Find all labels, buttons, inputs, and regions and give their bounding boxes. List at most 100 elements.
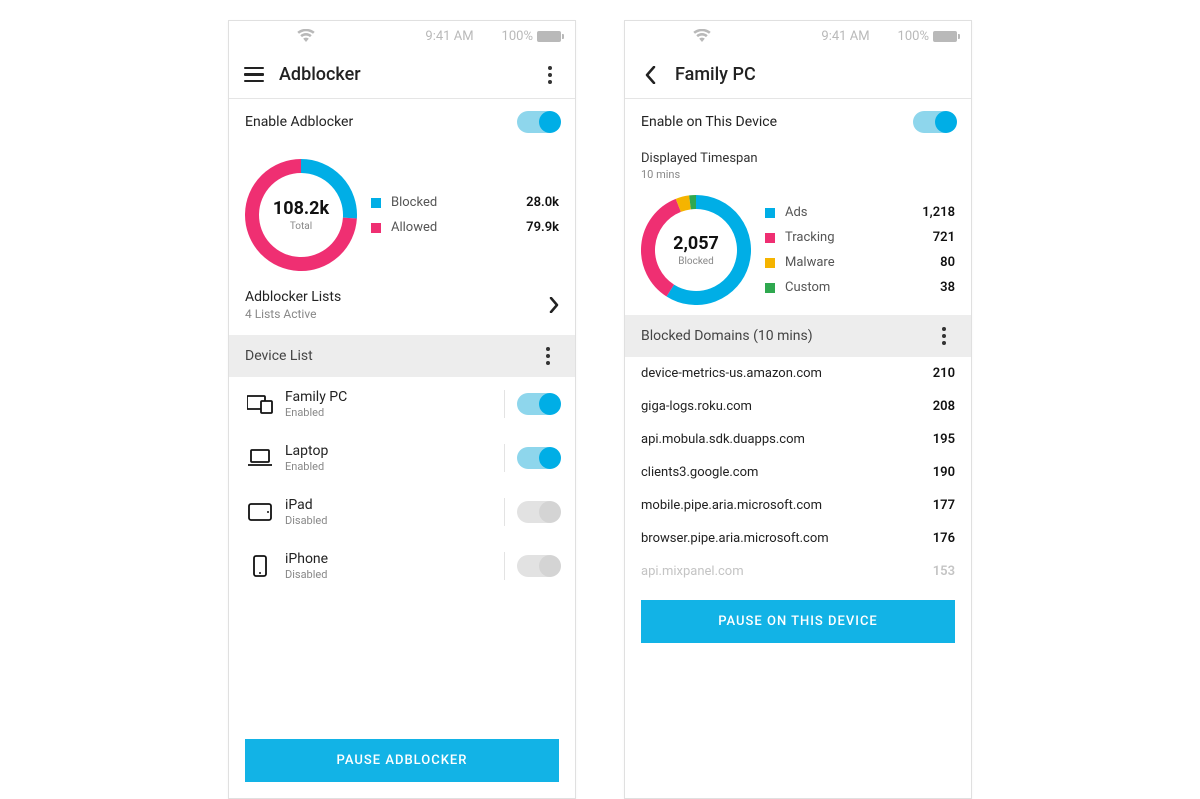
domain-name: api.mobula.sdk.duapps.com [641, 432, 933, 447]
device-toggle[interactable] [517, 447, 559, 469]
wifi-icon [693, 29, 711, 43]
device-status: Enabled [285, 406, 504, 419]
donut-legend: Blocked28.0kAllowed79.9k [371, 195, 559, 235]
blocked-domains-header: Blocked Domains (10 mins) [625, 315, 971, 357]
laptop-icon [245, 449, 275, 467]
legend-item: Malware80 [765, 255, 955, 270]
legend-value: 1,218 [922, 205, 955, 220]
domain-row[interactable]: mobile.pipe.aria.microsoft.com177 [625, 489, 971, 522]
app-bar: Adblocker [229, 51, 575, 99]
device-list-overflow-icon[interactable] [537, 345, 559, 367]
domain-count: 176 [933, 531, 955, 546]
device-row[interactable]: Family PCEnabled [229, 377, 575, 431]
device-toggle[interactable] [517, 393, 559, 415]
device-row[interactable]: iPadDisabled [229, 485, 575, 539]
status-time: 9:41 AM [425, 29, 473, 44]
phone-icon [245, 555, 275, 577]
device-name: iPhone [285, 551, 504, 567]
device-name: Laptop [285, 443, 504, 459]
blocked-domains-title: Blocked Domains (10 mins) [641, 328, 933, 344]
device-toggle[interactable] [517, 501, 559, 523]
domain-name: clients3.google.com [641, 465, 933, 480]
domain-count: 153 [933, 564, 955, 579]
domain-count: 177 [933, 498, 955, 513]
menu-icon[interactable] [243, 64, 265, 86]
page-title: Adblocker [279, 64, 539, 85]
legend-value: 28.0k [526, 195, 559, 210]
enable-adblocker-label: Enable Adblocker [245, 114, 517, 130]
page-title: Family PC [675, 64, 957, 85]
donut-blocked-value: 2,057 [673, 233, 719, 254]
enable-device-label: Enable on This Device [641, 114, 913, 130]
battery-indicator: 100% [898, 29, 957, 44]
domain-row[interactable]: giga-logs.roku.com208 [625, 390, 971, 423]
domain-count: 210 [933, 366, 955, 381]
domain-row[interactable]: api.mobula.sdk.duapps.com195 [625, 423, 971, 456]
legend-label: Allowed [391, 220, 526, 235]
lists-subtitle: 4 Lists Active [245, 307, 549, 321]
donut-blocked-label: Blocked [678, 256, 714, 267]
domain-name: device-metrics-us.amazon.com [641, 366, 933, 381]
pause-adblocker-button[interactable]: PAUSE ADBLOCKER [245, 739, 559, 782]
legend-label: Tracking [785, 230, 933, 245]
phone-adblocker-main: 9:41 AM 100% Adblocker Enable Adblocker … [228, 20, 576, 799]
timespan-label: Displayed Timespan [641, 151, 955, 166]
overflow-menu-icon[interactable] [539, 64, 561, 86]
donut-legend: Ads1,218Tracking721Malware80Custom38 [765, 205, 955, 295]
legend-item: Tracking721 [765, 230, 955, 245]
donut-total: 108.2k Total [245, 159, 357, 271]
domain-row[interactable]: device-metrics-us.amazon.com210 [625, 357, 971, 390]
legend-item: Allowed79.9k [371, 220, 559, 235]
chevron-right-icon [549, 297, 559, 313]
device-name: iPad [285, 497, 504, 513]
domain-row[interactable]: browser.pipe.aria.microsoft.com176 [625, 522, 971, 555]
domains-overflow-icon[interactable] [933, 325, 955, 347]
device-list: Family PCEnabledLaptopEnablediPadDisable… [229, 377, 575, 593]
phone-device-detail: 9:41 AM 100% Family PC Enable on This De… [624, 20, 972, 799]
enable-adblocker-toggle[interactable] [517, 111, 559, 133]
domain-row[interactable]: api.mixpanel.com153 [625, 555, 971, 588]
app-bar: Family PC [625, 51, 971, 99]
back-icon[interactable] [639, 64, 661, 86]
legend-swatch [765, 283, 775, 293]
legend-label: Blocked [391, 195, 526, 210]
device-status: Disabled [285, 514, 504, 527]
device-status: Enabled [285, 460, 504, 473]
adblocker-lists-nav[interactable]: Adblocker Lists 4 Lists Active [229, 281, 575, 335]
domain-name: giga-logs.roku.com [641, 399, 933, 414]
device-row[interactable]: iPhoneDisabled [229, 539, 575, 593]
legend-value: 80 [940, 255, 955, 270]
timespan-row[interactable]: Displayed Timespan 10 mins [625, 145, 971, 181]
domain-list: device-metrics-us.amazon.com210giga-logs… [625, 357, 971, 588]
donut-blocked: 2,057 Blocked [641, 195, 751, 305]
legend-label: Custom [785, 280, 940, 295]
device-name: Family PC [285, 389, 504, 405]
legend-swatch [371, 223, 381, 233]
device-row[interactable]: LaptopEnabled [229, 431, 575, 485]
summary-chart: 2,057 Blocked Ads1,218 Tracking721 Malware… [625, 181, 971, 315]
domain-row[interactable]: clients3.google.com190 [625, 456, 971, 489]
device-list-title: Device List [245, 348, 537, 364]
legend-value: 721 [933, 230, 955, 245]
legend-swatch [765, 208, 775, 218]
legend-value: 79.9k [526, 220, 559, 235]
legend-item: Ads1,218 [765, 205, 955, 220]
enable-device-row: Enable on This Device [625, 99, 971, 145]
battery-icon [537, 31, 561, 42]
device-toggle[interactable] [517, 555, 559, 577]
tablet-icon [245, 503, 275, 521]
pause-device-button[interactable]: PAUSE ON THIS DEVICE [641, 600, 955, 643]
domain-name: api.mixpanel.com [641, 564, 933, 579]
legend-value: 38 [940, 280, 955, 295]
battery-percent: 100% [502, 29, 533, 44]
domain-count: 195 [933, 432, 955, 447]
desktop-icon [245, 394, 275, 414]
legend-item: Custom38 [765, 280, 955, 295]
legend-label: Malware [785, 255, 940, 270]
legend-swatch [765, 258, 775, 268]
enable-device-toggle[interactable] [913, 111, 955, 133]
domain-count: 190 [933, 465, 955, 480]
legend-label: Ads [785, 205, 922, 220]
domain-count: 208 [933, 399, 955, 414]
enable-adblocker-row: Enable Adblocker [229, 99, 575, 145]
